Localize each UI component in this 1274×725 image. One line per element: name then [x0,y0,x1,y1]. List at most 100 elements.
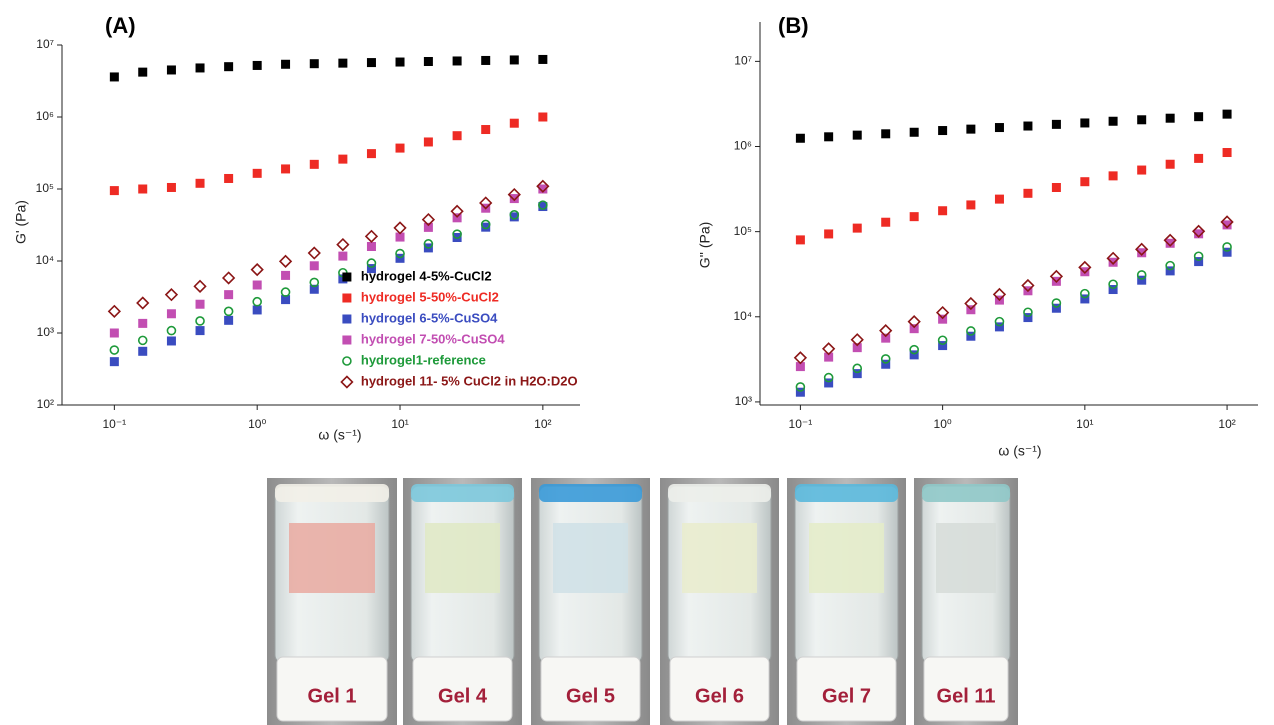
marker [1166,114,1175,123]
x-axis-label: ω (s⁻¹) [998,443,1041,459]
y-tick-label: 10⁶ [734,139,752,153]
marker [1194,154,1203,163]
marker [138,319,147,328]
marker [366,231,377,242]
marker [966,200,975,209]
legend-marker [343,357,351,365]
marker [137,298,148,309]
marker [196,179,205,188]
marker [338,59,347,68]
marker [252,264,263,275]
legend-label: hydrogel1-reference [361,352,486,367]
marker [138,185,147,194]
y-tick-label: 10³ [37,325,54,339]
marker [1080,267,1089,276]
marker [167,309,176,318]
photo-label: Gel 4 [438,685,488,707]
marker [938,126,947,135]
vial-lid [539,484,642,502]
marker [1052,120,1061,129]
marker [1109,171,1118,180]
marker [424,57,433,66]
x-tick-label: 10¹ [391,417,408,431]
marker [253,305,262,314]
vial-content [553,523,628,593]
marker [110,357,119,366]
photo-label: Gel 6 [695,685,744,707]
marker [253,61,262,70]
legend-label: hydrogel 4-5%-CuCl2 [361,268,492,283]
marker [1223,148,1232,157]
marker [224,316,233,325]
marker [225,307,233,315]
y-tick-label: 10⁷ [36,37,54,51]
marker [1109,117,1118,126]
x-tick-label: 10¹ [1076,417,1093,431]
photo: Gel 6 [660,478,779,725]
marker [395,222,406,233]
marker [910,128,919,137]
y-axis-label: G'' (Pa) [697,222,713,269]
vial-lid [922,484,1010,502]
marker [337,239,348,250]
photo: Gel 11 [914,478,1018,725]
marker [538,55,547,64]
marker [195,281,206,292]
photo-label: Gel 5 [566,685,615,707]
marker [1137,115,1146,124]
marker [138,68,147,77]
marker [280,256,291,267]
photo-label: Gel 7 [822,685,871,707]
marker [881,334,890,343]
marker [938,206,947,215]
marker [910,212,919,221]
legend-marker [342,294,351,303]
marker [139,336,147,344]
legend-marker [342,315,351,324]
marker [796,235,805,244]
marker [796,134,805,143]
y-tick-label: 10² [37,397,54,411]
marker [223,272,234,283]
marker [281,60,290,69]
marker [824,229,833,238]
chart-title: (A) [105,13,136,38]
marker [1080,177,1089,186]
marker [253,169,262,178]
vial-content [682,523,757,593]
marker [995,123,1004,132]
legend-marker [342,273,351,282]
marker [338,252,347,261]
marker [510,119,519,128]
y-tick-label: 10⁵ [36,181,54,195]
marker [538,113,547,122]
marker [1023,189,1032,198]
photo: Gel 1 [267,478,397,725]
marker [881,218,890,227]
marker [795,352,806,363]
vial-lid [668,484,771,502]
vial-lid [411,484,514,502]
vial-lid [275,484,389,502]
marker [281,164,290,173]
marker [510,194,519,203]
marker [166,289,177,300]
marker [424,137,433,146]
marker [453,56,462,65]
marker [281,271,290,280]
marker [253,298,261,306]
marker [196,326,205,335]
y-tick-label: 10³ [735,394,752,408]
marker [1166,160,1175,169]
x-tick-label: 10⁰ [934,417,952,431]
marker [110,329,119,338]
marker [881,129,890,138]
marker [253,281,262,290]
marker [481,125,490,134]
marker [396,58,405,67]
marker [196,317,204,325]
marker [196,63,205,72]
y-tick-label: 10⁵ [734,224,752,238]
marker [138,347,147,356]
marker [282,288,290,296]
